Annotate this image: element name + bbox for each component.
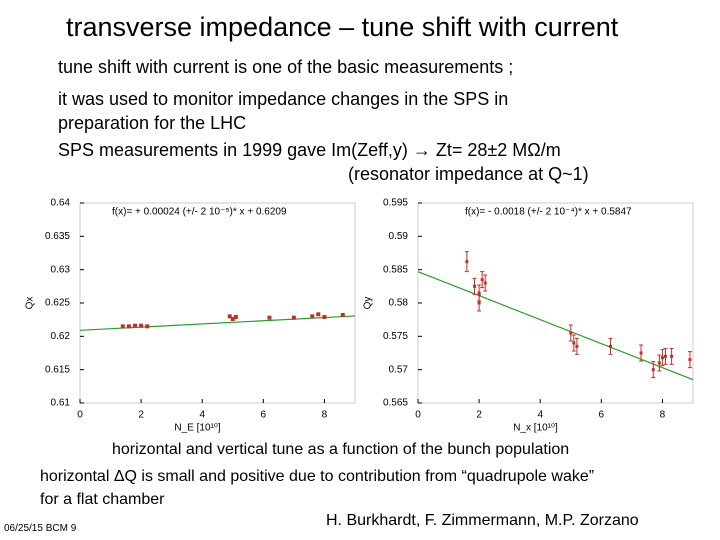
slide-title: transverse impedance – tune shift with c… xyxy=(66,12,619,42)
y-axis-label: Qx xyxy=(25,297,36,310)
plot-frame xyxy=(417,202,694,404)
fit-label: f(x)= + 0.00024 (+/- 2 10⁻⁵)* x + 0.6209 xyxy=(112,207,287,218)
y-tick-label: 0.585 xyxy=(383,264,408,275)
point xyxy=(473,284,477,288)
point xyxy=(267,315,272,320)
point xyxy=(477,301,481,305)
point xyxy=(133,323,137,328)
caption: horizontal and vertical tune as a functi… xyxy=(112,441,570,458)
bullet: tune shift with current is one of the ba… xyxy=(58,57,514,77)
point xyxy=(664,354,667,358)
point xyxy=(227,314,232,319)
bullet: preparation for the LHC xyxy=(58,113,247,133)
point xyxy=(660,356,664,360)
point xyxy=(233,315,238,319)
x-axis-label: N_E [10¹⁰] xyxy=(174,423,220,433)
fit-line xyxy=(79,315,356,331)
y-tick-label: 0.625 xyxy=(45,298,70,309)
x-tick-label: 4 xyxy=(199,410,205,421)
point xyxy=(310,314,315,319)
note: for a flat chamber xyxy=(40,491,165,508)
bullet: SPS measurements in 1999 gave Im(Zeff,y)… xyxy=(58,140,561,160)
y-tick-label: 0.57 xyxy=(389,364,409,375)
point xyxy=(322,315,327,319)
point xyxy=(639,351,643,355)
y-tick-label: 0.615 xyxy=(45,364,70,375)
plot-frame xyxy=(79,202,356,404)
point xyxy=(651,368,655,372)
point xyxy=(480,278,484,282)
y-tick-label: 0.59 xyxy=(389,231,409,242)
x-tick-label: 2 xyxy=(476,410,482,421)
y-axis-label: Qy xyxy=(363,297,374,310)
x-axis-label: N_x [10¹⁰] xyxy=(513,423,558,433)
point xyxy=(575,344,579,348)
point xyxy=(291,315,296,320)
point xyxy=(465,260,469,264)
note: horizontal ΔQ is small and positive due … xyxy=(40,468,595,485)
bullet: (resonator impedance at Q~1) xyxy=(348,164,589,184)
point xyxy=(657,361,661,365)
point xyxy=(139,323,144,328)
y-tick-label: 0.63 xyxy=(51,264,71,275)
footer: 06/25/15 BCM 9 xyxy=(4,523,77,534)
point xyxy=(316,312,321,317)
x-tick-label: 2 xyxy=(138,410,144,421)
point xyxy=(609,344,612,348)
y-tick-label: 0.62 xyxy=(51,331,71,342)
y-tick-label: 0.595 xyxy=(383,198,408,209)
fit-line xyxy=(417,271,694,381)
x-tick-label: 0 xyxy=(415,410,421,421)
y-tick-label: 0.61 xyxy=(51,398,71,409)
point xyxy=(145,324,150,329)
x-tick-label: 8 xyxy=(660,410,666,421)
y-tick-label: 0.565 xyxy=(383,398,408,409)
point xyxy=(230,317,235,321)
y-tick-label: 0.575 xyxy=(383,331,408,342)
authors: H. Burkhardt, F. Zimmermann, M.P. Zorzan… xyxy=(326,512,639,529)
x-tick-label: 6 xyxy=(261,410,267,421)
y-tick-label: 0.58 xyxy=(389,298,409,309)
point xyxy=(126,324,131,329)
y-tick-label: 0.635 xyxy=(45,231,70,242)
point xyxy=(477,291,481,295)
x-tick-label: 8 xyxy=(322,410,328,421)
chart: 0.64 0.635 0.63 0.625 0.62 0.615 0.61 0 2 4 6 8 N_E … xyxy=(22,193,358,433)
point xyxy=(120,324,125,329)
point xyxy=(483,281,487,285)
point xyxy=(569,331,573,335)
point xyxy=(572,341,576,345)
point xyxy=(670,354,674,358)
bullet: it was used to monitor impedance changes… xyxy=(58,89,509,109)
point xyxy=(340,313,345,317)
chart: 0.595 0.59 0.585 0.58 0.575 0.57 0.565 0 2 4 6 8 N_x… xyxy=(360,193,700,433)
point xyxy=(688,358,692,362)
x-tick-label: 0 xyxy=(77,410,83,421)
x-tick-label: 6 xyxy=(599,410,605,421)
y-tick-label: 0.64 xyxy=(51,198,71,209)
x-tick-label: 4 xyxy=(537,410,543,421)
fit-label: f(x)= - 0.0018 (+/- 2 10⁻⁴)* x + 0.5847 xyxy=(465,207,632,218)
